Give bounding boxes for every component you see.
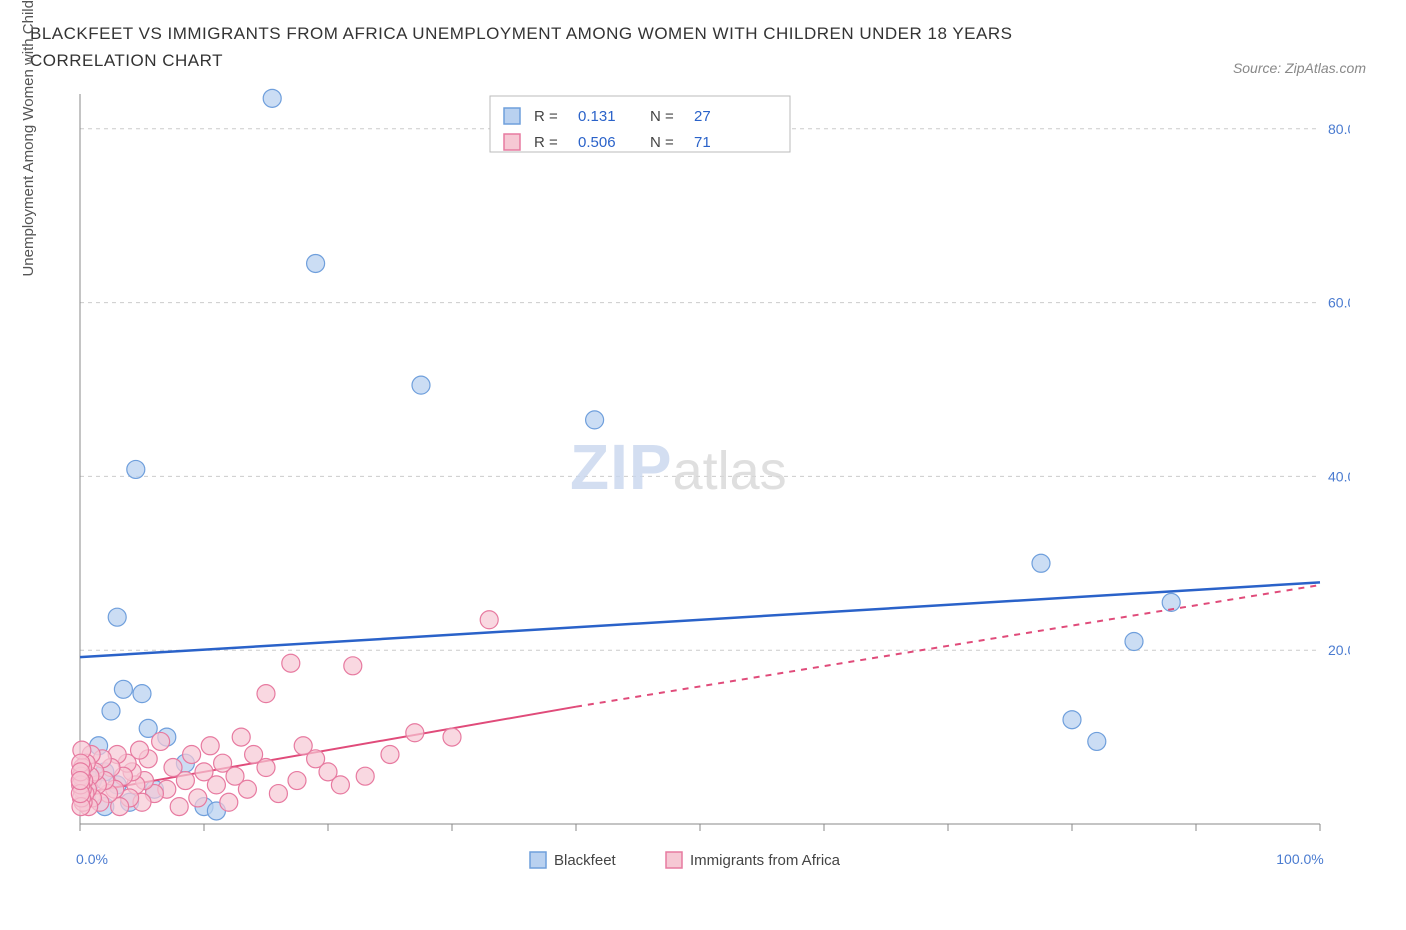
data-point <box>195 763 213 781</box>
trend-line-dashed <box>576 585 1320 707</box>
data-point <box>164 759 182 777</box>
bottom-legend-label: Blackfeet <box>554 852 617 869</box>
source-attribution: Source: ZipAtlas.com <box>1233 60 1366 76</box>
data-point <box>232 728 250 746</box>
data-point <box>127 461 145 479</box>
legend-r-value: 0.506 <box>578 134 616 151</box>
bottom-legend-label: Immigrants from Africa <box>690 852 841 869</box>
data-point <box>406 724 424 742</box>
data-point <box>189 789 207 807</box>
data-point <box>443 728 461 746</box>
data-point <box>586 411 604 429</box>
chart-container: Unemployment Among Women with Children U… <box>30 84 1376 874</box>
x-tick-label: 100.0% <box>1276 851 1323 867</box>
data-point <box>412 377 430 395</box>
data-point <box>1032 555 1050 573</box>
data-point <box>183 746 201 764</box>
legend-r-label: R = <box>534 134 558 151</box>
data-point <box>1088 733 1106 751</box>
bottom-legend-swatch <box>530 852 546 868</box>
y-tick-label: 60.0% <box>1328 295 1350 311</box>
data-point <box>170 798 188 816</box>
data-point <box>220 794 238 812</box>
legend-swatch <box>504 108 520 124</box>
data-point <box>214 755 232 773</box>
legend-n-value: 71 <box>694 134 711 151</box>
chart-title: BLACKFEET VS IMMIGRANTS FROM AFRICA UNEM… <box>30 20 1130 74</box>
data-point <box>133 685 151 703</box>
data-point <box>288 772 306 790</box>
y-tick-label: 20.0% <box>1328 643 1350 659</box>
legend-swatch <box>504 134 520 150</box>
data-point <box>257 685 275 703</box>
data-point <box>245 746 263 764</box>
data-point <box>71 772 89 790</box>
data-point <box>381 746 399 764</box>
data-point <box>480 611 498 629</box>
data-point <box>152 733 170 751</box>
bottom-legend-swatch <box>666 852 682 868</box>
data-point <box>282 655 300 673</box>
watermark: ZIPatlas <box>570 431 787 503</box>
legend-r-value: 0.131 <box>578 108 616 125</box>
data-point <box>269 785 287 803</box>
data-point <box>1125 633 1143 651</box>
data-point <box>263 90 281 108</box>
legend-n-label: N = <box>650 134 674 151</box>
data-point <box>201 737 219 755</box>
x-tick-label: 0.0% <box>76 851 108 867</box>
data-point <box>307 255 325 273</box>
data-point <box>114 681 132 699</box>
y-tick-label: 40.0% <box>1328 469 1350 485</box>
data-point <box>294 737 312 755</box>
legend-n-label: N = <box>650 108 674 125</box>
legend-n-value: 27 <box>694 108 711 125</box>
scatter-chart: ZIPatlas 0.0% 100.0% 20.0% 40.0% 60.0% 80.0% R … <box>30 84 1350 874</box>
y-tick-label: 80.0% <box>1328 121 1350 137</box>
data-point <box>1063 711 1081 729</box>
data-point <box>108 609 126 627</box>
y-axis-label: Unemployment Among Women with Children U… <box>20 0 37 277</box>
data-point <box>344 657 362 675</box>
data-point <box>102 702 120 720</box>
legend-r-label: R = <box>534 108 558 125</box>
data-point <box>356 768 374 786</box>
